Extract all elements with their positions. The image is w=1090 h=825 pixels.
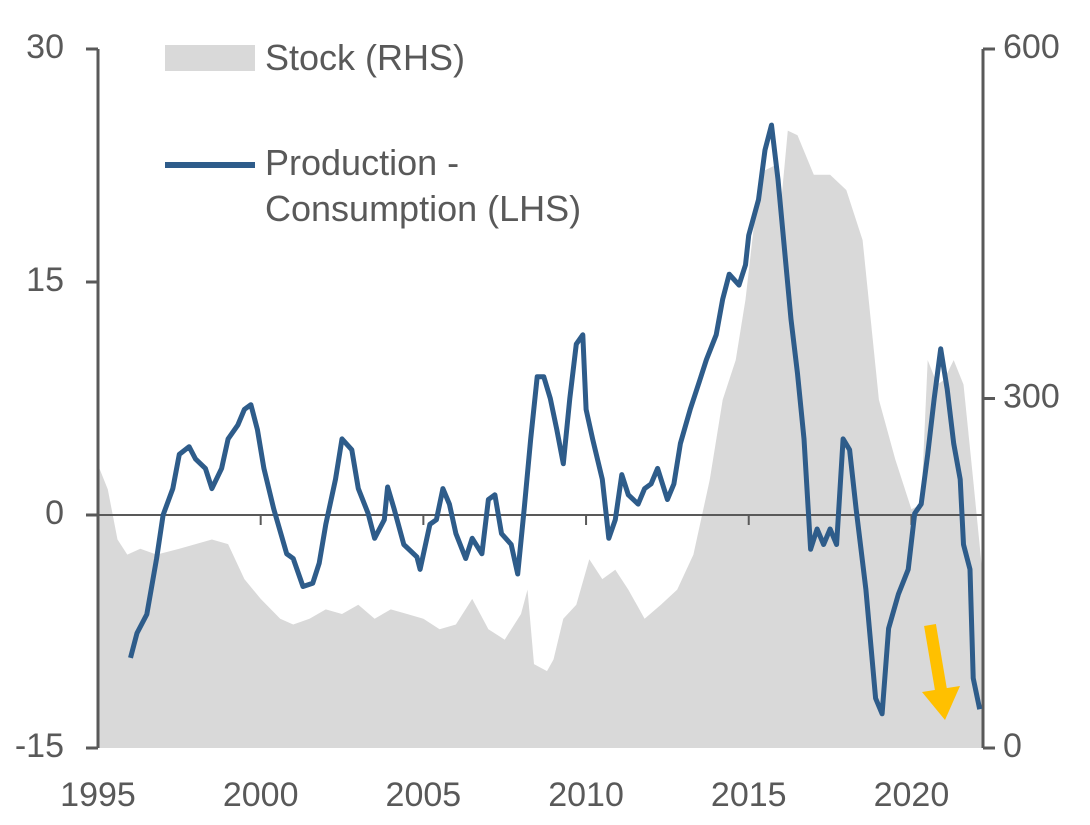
arrow-head — [922, 686, 960, 720]
x-tick-label: 2005 — [386, 776, 462, 814]
y2-tick-label: 300 — [1003, 377, 1060, 415]
y-tick-label: -15 — [15, 727, 64, 765]
x-tick-label: 2000 — [223, 776, 299, 814]
arrow-shaft — [924, 623, 947, 692]
x-tick-label: 2020 — [874, 776, 950, 814]
x-tick-label: 2010 — [548, 776, 624, 814]
line — [128, 122, 983, 717]
y-tick-label: 30 — [26, 28, 64, 66]
y-tick-label: 0 — [45, 494, 64, 532]
legend-swatch-area — [165, 45, 255, 71]
y2-tick-label: 0 — [1003, 727, 1022, 765]
y-tick-label: 15 — [26, 261, 64, 299]
legend-label: Production - Consumption (LHS) — [265, 142, 582, 229]
areas — [98, 130, 983, 749]
lines — [128, 122, 983, 717]
area — [98, 130, 983, 749]
legend-label: Stock (RHS) — [265, 37, 466, 78]
x-tick-label: 2015 — [711, 776, 787, 814]
x-tick-label: 1995 — [60, 776, 136, 814]
y2-tick-label: 600 — [1003, 28, 1060, 66]
